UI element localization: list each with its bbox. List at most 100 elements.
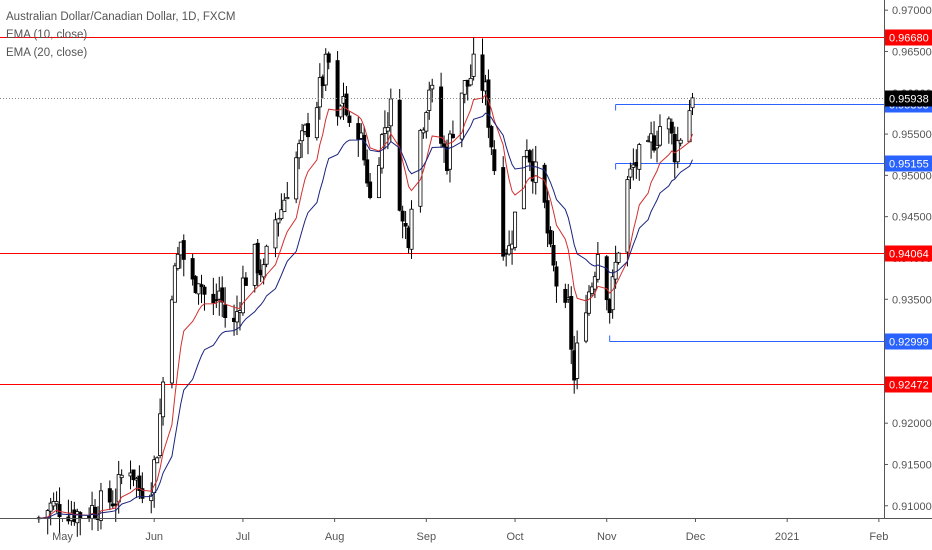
- candle-down: [214, 299, 219, 302]
- price-tick-label: 0.95500: [892, 129, 932, 141]
- candle-up: [589, 286, 594, 294]
- legend-ema20[interactable]: EMA (20, close): [6, 47, 88, 59]
- candle-down: [548, 230, 553, 245]
- candle-up: [196, 283, 201, 295]
- candle-up: [447, 133, 452, 170]
- candle-up: [586, 291, 591, 314]
- time-tick-label: Sep: [417, 531, 437, 543]
- time-tick-label: Nov: [597, 531, 617, 543]
- candle-up: [264, 245, 269, 265]
- candle-down: [368, 181, 373, 198]
- level-price-tag-label: 0.96680: [889, 33, 929, 45]
- time-tick-label: Feb: [869, 531, 888, 543]
- candle-up: [175, 253, 180, 269]
- candle-down: [439, 86, 444, 144]
- candle-down: [202, 286, 207, 295]
- candle-up: [575, 342, 580, 379]
- price-tick-label: 0.93500: [892, 294, 932, 306]
- legend-ema10[interactable]: EMA (10, close): [6, 29, 88, 41]
- candles: [36, 37, 695, 537]
- ema10-line: [38, 94, 693, 519]
- candle-down: [403, 223, 408, 227]
- candle-up: [149, 494, 154, 502]
- candle-down: [551, 244, 556, 266]
- level-price-tag: [885, 376, 932, 393]
- range-price-tag-label: 0.92999: [889, 337, 929, 349]
- candle-down: [344, 93, 349, 116]
- candle-up: [637, 144, 642, 170]
- ema20-line: [38, 112, 693, 519]
- current-price-tag: [885, 90, 932, 107]
- candle-up: [462, 80, 467, 95]
- price-tick-label: 0.91000: [892, 501, 932, 513]
- candle-down: [545, 200, 550, 234]
- candle-down: [554, 266, 559, 287]
- candle-down: [131, 469, 136, 481]
- candle-down: [492, 149, 497, 172]
- current-price-tag-label: 0.95938: [889, 94, 929, 106]
- candle-up: [376, 165, 381, 199]
- candle-down: [243, 277, 248, 286]
- candle-down: [326, 53, 331, 63]
- candle-up: [172, 265, 177, 303]
- candle-up: [314, 107, 319, 139]
- candle-down: [305, 123, 310, 138]
- candle-down: [220, 287, 225, 303]
- candle-up: [424, 112, 429, 132]
- candle-up: [616, 252, 621, 263]
- candle-up: [385, 127, 390, 132]
- candle-up: [317, 77, 322, 108]
- candle-down: [93, 506, 98, 519]
- candle-up: [323, 53, 328, 86]
- candle-up: [610, 276, 615, 311]
- candle-up: [282, 199, 287, 212]
- candle-up: [240, 277, 245, 314]
- candle-up: [273, 219, 278, 249]
- candle-down: [400, 210, 405, 222]
- candle-down: [255, 242, 260, 274]
- candle-up: [276, 218, 281, 224]
- price-tick-label: 0.95000: [892, 170, 932, 182]
- candle-up: [285, 197, 290, 200]
- candle-up: [279, 209, 284, 219]
- candle-up: [655, 144, 660, 149]
- candle-down: [569, 296, 574, 350]
- price-tick-label: 0.92000: [892, 418, 932, 430]
- candle-up: [592, 276, 597, 290]
- candle-down: [652, 135, 657, 151]
- candle-up: [169, 299, 174, 384]
- candle-down: [211, 293, 216, 304]
- candle-up: [468, 77, 473, 86]
- candle-up: [338, 105, 343, 118]
- candle-down: [542, 164, 547, 203]
- time-tick-label: 2021: [775, 531, 799, 543]
- candle-up: [235, 311, 240, 323]
- price-tick-label: 0.94500: [892, 212, 932, 224]
- legend-title: Australian Dollar/Canadian Dollar, 1D, F…: [6, 11, 236, 23]
- candle-up: [678, 139, 683, 144]
- candle-up: [533, 161, 538, 183]
- candle-down: [137, 475, 142, 491]
- candle-up: [625, 179, 630, 253]
- candle-down: [527, 150, 532, 163]
- candle-down: [604, 256, 609, 301]
- level-price-tag: [885, 29, 932, 46]
- candle-up: [297, 143, 302, 159]
- level-price-tag: [885, 245, 932, 262]
- range-price-tag: [885, 333, 932, 350]
- price-tags: 0.966800.940640.924720.958630.951550.929…: [885, 29, 932, 393]
- candle-up: [300, 130, 305, 142]
- candle-up: [513, 211, 518, 248]
- candle-up: [48, 502, 53, 512]
- candle-down: [450, 133, 455, 139]
- candle-up: [657, 126, 662, 146]
- candle-up: [507, 245, 512, 255]
- candle-up: [294, 157, 299, 200]
- level-price-tag-label: 0.94064: [889, 249, 929, 261]
- range-price-tag-label: 0.95155: [889, 159, 929, 171]
- candle-down: [356, 123, 361, 140]
- candle-up: [430, 84, 435, 90]
- candle-up: [155, 457, 160, 464]
